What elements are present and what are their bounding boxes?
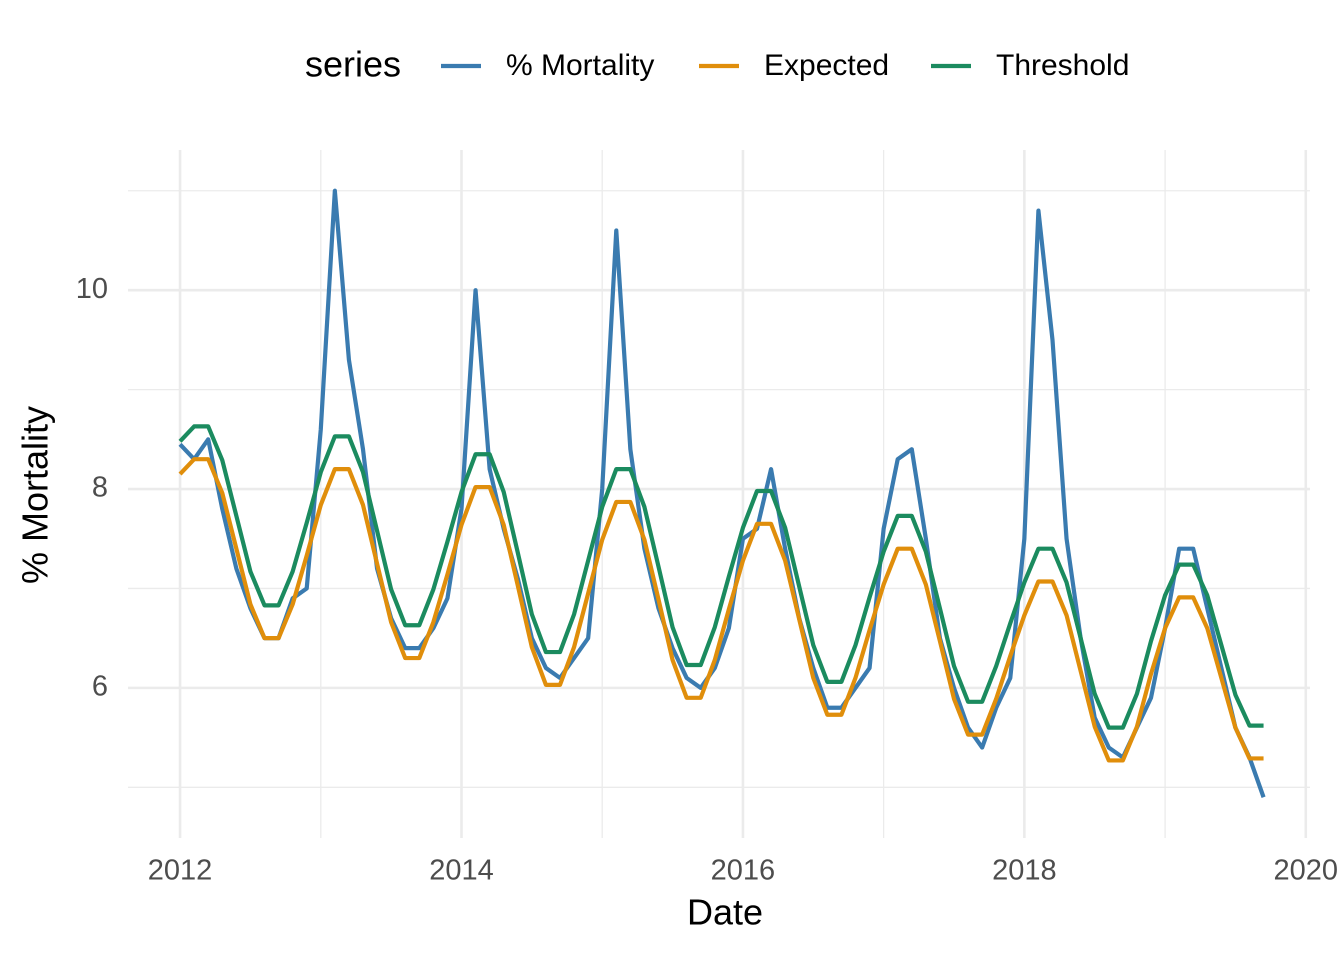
x-tick-label: 2018	[992, 855, 1057, 887]
legend-label: Expected	[764, 49, 889, 82]
x-tick-label: 2016	[711, 855, 776, 887]
legend-title: series	[305, 44, 401, 85]
y-axis-title: % Mortality	[15, 406, 56, 584]
y-tick-label: 8	[92, 472, 108, 504]
y-tick-label: 6	[92, 671, 108, 703]
x-tick-label: 2012	[148, 855, 213, 887]
legend-label: Threshold	[996, 49, 1129, 82]
y-tick-label: 10	[76, 273, 108, 305]
series-line	[178, 424, 1264, 730]
x-axis-title: Date	[687, 892, 763, 933]
legend-label: % Mortality	[506, 49, 654, 82]
x-tick-label: 2020	[1274, 855, 1339, 887]
series-line	[178, 457, 1264, 763]
x-tick-label: 2014	[429, 855, 494, 887]
